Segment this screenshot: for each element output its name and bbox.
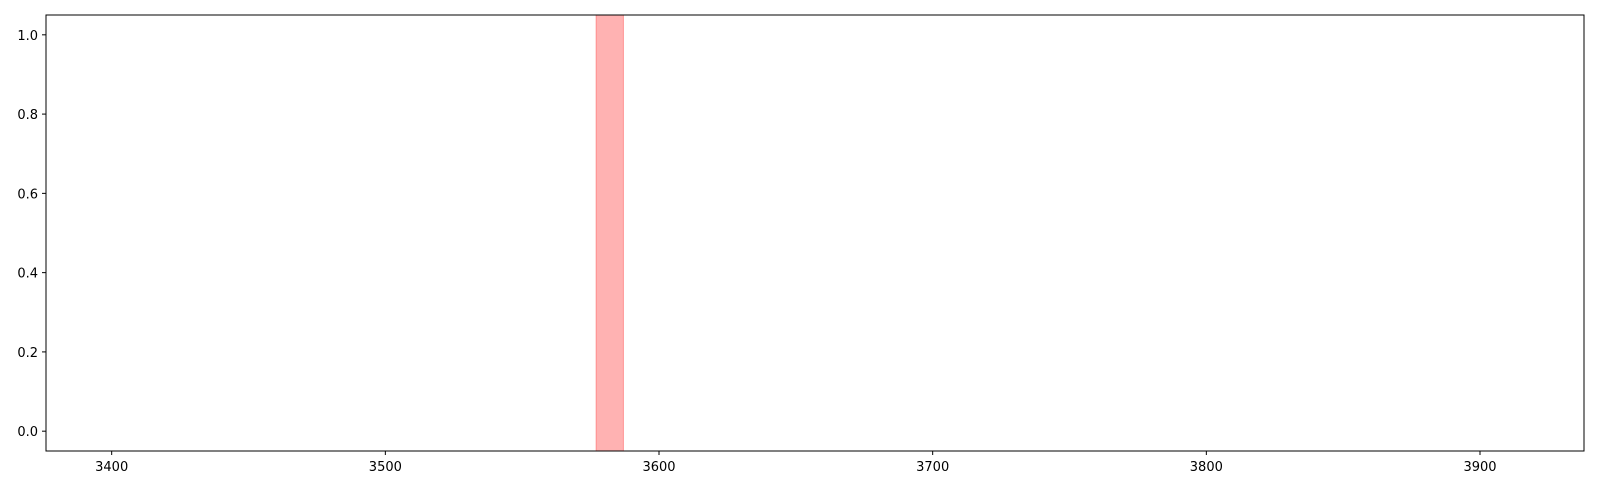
y-axis: 0.0 0.2 0.4 0.6 0.8 1.0 xyxy=(17,29,46,440)
y-tick-label: 0.8 xyxy=(17,108,38,123)
x-tick-label: 3400 xyxy=(95,460,128,475)
x-tick-label: 3600 xyxy=(642,460,675,475)
shaded-span xyxy=(595,14,624,452)
y-tick-label: 1.0 xyxy=(17,29,38,44)
x-tick-label: 3500 xyxy=(369,460,402,475)
x-axis: 3400 3500 3600 3700 3800 3900 xyxy=(95,451,1497,475)
x-tick-label: 3700 xyxy=(916,460,949,475)
y-tick-label: 0.4 xyxy=(17,267,38,282)
y-tick-label: 0.0 xyxy=(17,425,38,440)
spans-layer xyxy=(595,14,624,452)
x-tick-label: 3900 xyxy=(1463,460,1496,475)
y-tick-label: 0.2 xyxy=(17,346,38,361)
axes-frame xyxy=(45,14,1585,452)
x-tick-label: 3800 xyxy=(1190,460,1223,475)
y-tick-label: 0.6 xyxy=(17,187,38,202)
